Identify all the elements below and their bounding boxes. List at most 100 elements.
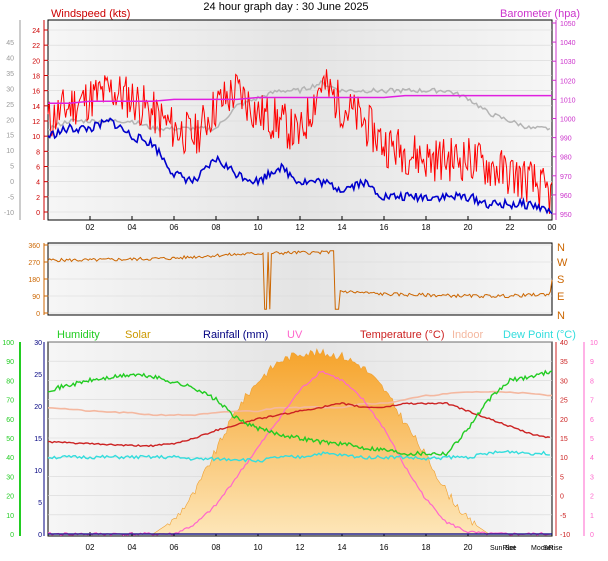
- rain-tick-label: 25: [34, 372, 42, 379]
- wind-outer-tick-label: 15: [6, 133, 14, 140]
- temp-tick-label: 25: [560, 398, 568, 405]
- uv-tick-label: 9: [590, 359, 594, 366]
- moonrise-label: MoonRise: [531, 545, 563, 552]
- baro-tick-label: 970: [560, 174, 572, 181]
- baro-tick-label: 980: [560, 155, 572, 162]
- wind-outer-tick-label: 40: [6, 55, 14, 62]
- baro-tick-label: 1000: [560, 117, 576, 124]
- humidity-tick-label: 10: [6, 513, 14, 520]
- chart-title: 24 hour graph day : 30 June 2025: [203, 1, 368, 13]
- wind-tick-label: 12: [32, 119, 40, 126]
- wind-x-tick-label: 22: [506, 223, 515, 232]
- climate-legend: Humidity Solar Rainfall (mm) UV Temperature …: [57, 329, 576, 341]
- legend-item: Temperature (°C): [360, 329, 444, 341]
- wind-x-tick-label: 12: [296, 223, 305, 232]
- humidity-tick-label: 100: [2, 340, 14, 347]
- climate-x-tick-label: 16: [380, 543, 389, 552]
- temp-tick-label: 15: [560, 436, 568, 443]
- climate-x-tick-label: 06: [170, 543, 179, 552]
- grey-series: [47, 79, 551, 132]
- wind-tick-label: 20: [32, 58, 40, 65]
- uv-tick-label: 3: [590, 474, 594, 481]
- wind-tick-label: 16: [32, 89, 40, 96]
- winddir-tick-label: 90: [32, 294, 40, 301]
- wind-tick-label: 4: [36, 180, 40, 187]
- compass-label: S: [557, 274, 564, 286]
- humidity-tick-label: 70: [6, 398, 14, 405]
- uv-tick-label: 8: [590, 378, 594, 385]
- climate-x-tick-label: 08: [212, 543, 221, 552]
- climate-axes: 1009080706050403020100302520151050403530…: [2, 340, 598, 552]
- uv-series: [47, 370, 550, 536]
- compass-label: E: [557, 291, 564, 303]
- humidity-tick-label: 60: [6, 417, 14, 424]
- temp-tick-label: 20: [560, 417, 568, 424]
- temp-tick-label: 30: [560, 378, 568, 385]
- climate-x-tick-label: 04: [128, 543, 137, 552]
- dewpoint-series: [47, 449, 550, 463]
- winddir-tick-label: 270: [28, 260, 40, 267]
- wind-outer-tick-label: -5: [8, 195, 14, 202]
- wind-x-tick-label: 06: [170, 223, 179, 232]
- climate-x-tick-label: 12: [296, 543, 305, 552]
- wind-x-tick-label: 10: [254, 223, 263, 232]
- wind-tick-label: 8: [36, 149, 40, 156]
- humidity-series: [47, 369, 553, 457]
- climate-x-tick-label: 02: [86, 543, 95, 552]
- winddir-tick-label: 180: [28, 277, 40, 284]
- sunset-label: Set: [505, 545, 516, 552]
- legend-item: Solar: [125, 329, 151, 341]
- temp-tick-label: -10: [560, 532, 570, 539]
- legend-item: Humidity: [57, 329, 100, 341]
- wind-outer-tick-label: 35: [6, 71, 14, 78]
- temp-tick-label: -5: [560, 513, 566, 520]
- temperature-series: [48, 401, 551, 448]
- wind-series: [47, 69, 553, 215]
- winddir-tick-label: 0: [36, 311, 40, 318]
- wind-outer-tick-label: 25: [6, 102, 14, 109]
- humidity-tick-label: 40: [6, 455, 14, 462]
- uv-tick-label: 6: [590, 417, 594, 424]
- winddir-series: [47, 250, 553, 310]
- uv-tick-label: 7: [590, 398, 594, 405]
- indoor-series: [47, 390, 553, 417]
- uv-tick-label: 1: [590, 513, 594, 520]
- rain-tick-label: 15: [34, 436, 42, 443]
- climate-series: [47, 348, 553, 536]
- temp-tick-label: 5: [560, 474, 564, 481]
- wind-panel: [47, 19, 553, 221]
- wind-outer-tick-label: 45: [6, 40, 14, 47]
- wind-tick-label: 24: [32, 28, 40, 35]
- legend-item: Indoor: [452, 329, 484, 341]
- temp-tick-label: 35: [560, 359, 568, 366]
- windspeed-series: [47, 69, 553, 214]
- barometer-label: Barometer (hpa): [500, 8, 580, 20]
- climate-x-tick-label: 14: [338, 543, 347, 552]
- temp-tick-label: 40: [560, 340, 568, 347]
- baro-tick-label: 1050: [560, 21, 576, 28]
- wind-tick-label: 22: [32, 43, 40, 50]
- uv-tick-label: 0: [590, 532, 594, 539]
- humidity-tick-label: 90: [6, 359, 14, 366]
- baro-tick-label: 1010: [560, 97, 576, 104]
- wind-outer-tick-label: -10: [4, 210, 14, 217]
- windspeed-label: Windspeed (kts): [51, 8, 130, 20]
- wind-average-series: [47, 117, 553, 215]
- barometer-series: [48, 94, 552, 104]
- wind-x-tick-label: 00: [548, 223, 557, 232]
- rain-tick-label: 0: [38, 532, 42, 539]
- wind-x-tick-label: 14: [338, 223, 347, 232]
- compass-label: W: [557, 257, 568, 269]
- compass-label: N: [557, 310, 565, 322]
- humidity-tick-label: 30: [6, 474, 14, 481]
- rain-tick-label: 30: [34, 340, 42, 347]
- sunrise-label: SunRise: [490, 545, 517, 552]
- moonset-label: Set: [543, 545, 554, 552]
- wind-tick-label: 0: [36, 210, 40, 217]
- winddir-tick-label: 360: [28, 243, 40, 250]
- wind-x-tick-label: 20: [464, 223, 473, 232]
- humidity-tick-label: 50: [6, 436, 14, 443]
- wind-x-tick-label: 08: [212, 223, 221, 232]
